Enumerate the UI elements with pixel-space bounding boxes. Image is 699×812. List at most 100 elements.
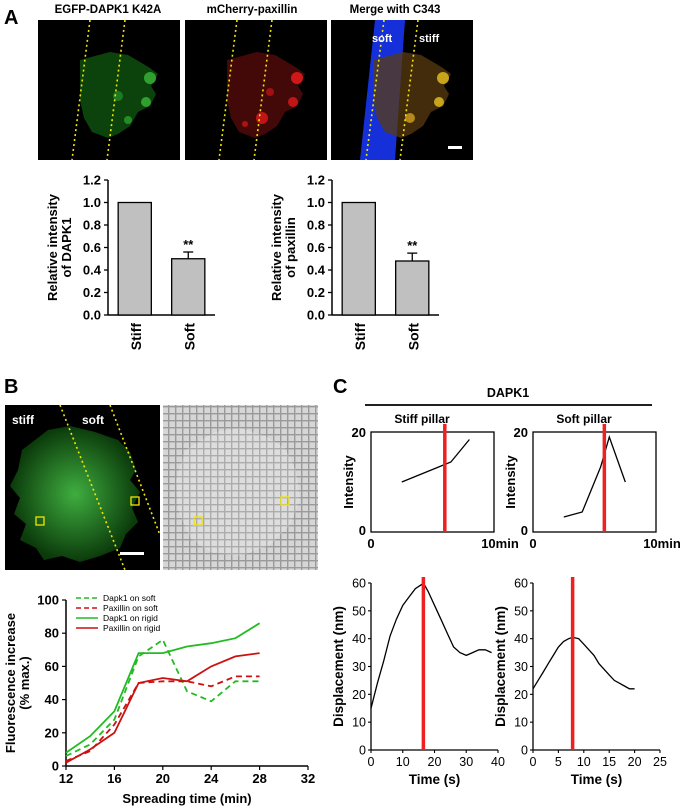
x-tick-label: Soft xyxy=(181,323,197,351)
y-tick-label: 0.6 xyxy=(307,240,325,255)
y-tick-label: 0.0 xyxy=(83,308,101,323)
micrograph-egfp xyxy=(38,19,180,161)
x-tick-label: 28 xyxy=(252,771,266,786)
x-tick-label: 20 xyxy=(428,755,442,769)
image-title-egfp: EGFP-DAPK1 K42A xyxy=(55,4,162,16)
x-tick-label: Stiff xyxy=(128,323,144,351)
y-tick-label: 1.0 xyxy=(83,195,101,210)
significance-label: ** xyxy=(407,238,418,253)
series-line-dapk1-on-soft xyxy=(65,638,260,757)
y-tick-label: 20 xyxy=(514,425,528,440)
x-axis-label: Time (s) xyxy=(409,772,461,787)
title-stiff-pillar: Stiff pillar xyxy=(394,412,450,426)
y-tick-label: 0 xyxy=(521,523,528,538)
y-tick-label: 0.4 xyxy=(307,263,326,278)
series-line xyxy=(563,434,626,518)
image-title-merge: Merge with C343 xyxy=(350,4,441,16)
micrograph-b-pillars xyxy=(163,405,318,570)
y-tick-label: 0.4 xyxy=(83,263,102,278)
y-axis-label: Fluorescence increase(% max.) xyxy=(3,613,32,753)
merge-label-soft: soft xyxy=(372,33,393,45)
bar-stiff xyxy=(341,201,376,316)
y-tick-label: 0.6 xyxy=(83,240,101,255)
y-tick-label: 0 xyxy=(52,759,59,774)
legend-label: Dapk1 on soft xyxy=(103,593,156,603)
x-tick-label: 30 xyxy=(459,755,473,769)
bar-chart-a1: 0.0 0.2 0.4 0.6 0.8 1.0 1.2 Stiff ** Soft xyxy=(83,173,215,351)
x-tick-label: 5 xyxy=(555,755,562,769)
micrograph-merge: soft stiff xyxy=(331,19,473,161)
significance-label: ** xyxy=(183,237,194,252)
y-tick-label: 0.2 xyxy=(83,285,101,300)
label-soft: soft xyxy=(82,413,104,427)
x-tick-label: 20 xyxy=(156,771,170,786)
x-tick-label: 25 xyxy=(653,755,667,769)
y-tick-label: 0 xyxy=(359,523,366,538)
x-tick-label: 0 xyxy=(529,536,536,551)
displacement-chart-c2: 0 10 20 30 40 50 60 0 10 20 30 40 Time (s) xyxy=(352,577,505,788)
panel-c-header: DAPK1 xyxy=(487,386,529,400)
title-soft-pillar: Soft pillar xyxy=(556,412,612,426)
y-tick-label: 0.2 xyxy=(307,285,325,300)
y-tick-label: 30 xyxy=(514,660,528,674)
series-line xyxy=(401,439,470,483)
x-tick-label: 15 xyxy=(602,755,616,769)
y-axis-label: Displacement (nm) xyxy=(331,606,346,727)
micrograph-mcherry xyxy=(185,19,327,161)
intensity-chart-c3: 20 00 10min xyxy=(514,425,681,551)
x-tick-label: 32 xyxy=(301,771,315,786)
displacement-chart-c4: 0 10 20 30 40 50 60 0 5 10 15 20 25 Time (s) xyxy=(514,577,667,788)
y-tick-label: 1.2 xyxy=(307,173,325,188)
image-title-mcherry: mCherry-paxillin xyxy=(207,4,298,16)
x-axis-label: Time (s) xyxy=(571,772,623,787)
series-line xyxy=(370,583,492,709)
x-tick-label: 0 xyxy=(368,755,375,769)
y-tick-label: 50 xyxy=(352,604,366,618)
x-tick-label: 10 xyxy=(396,755,410,769)
y-tick-label: 40 xyxy=(514,632,528,646)
merge-label-stiff: stiff xyxy=(419,33,440,45)
y-tick-label: 40 xyxy=(352,632,366,646)
y-tick-label: 80 xyxy=(45,626,59,641)
legend-label: Paxillin on rigid xyxy=(103,623,160,633)
scale-bar-b xyxy=(120,552,144,555)
x-tick-label: 20 xyxy=(628,755,642,769)
plot-frame xyxy=(370,431,495,533)
x-tick-label: 12 xyxy=(59,771,73,786)
y-tick-label: 50 xyxy=(514,604,528,618)
y-tick-label: 10 xyxy=(352,716,366,730)
y-tick-label: 40 xyxy=(45,692,59,707)
x-axis-label: Spreading time (min) xyxy=(122,791,251,806)
series-line-dapk1-on-rigid xyxy=(65,622,261,754)
x-tick-label: 40 xyxy=(491,755,505,769)
y-axis-label: Intensity xyxy=(341,455,356,509)
y-tick-label: 30 xyxy=(352,660,366,674)
x-tick-label: Soft xyxy=(405,323,421,351)
x-tick-label: Stiff xyxy=(352,323,368,351)
panel-letter-b: B xyxy=(4,376,18,398)
legend-label: Dapk1 on rigid xyxy=(103,613,158,623)
y-tick-label: 0 xyxy=(359,744,366,758)
y-axis-label: Intensity xyxy=(503,455,518,509)
legend-label: Paxillin on soft xyxy=(103,603,158,613)
y-tick-label: 0.8 xyxy=(307,218,325,233)
y-axis-label: Relative intensityof DAPK1 xyxy=(45,193,74,301)
y-tick-label: 20 xyxy=(45,725,59,740)
panel-letter-c: C xyxy=(333,376,347,398)
y-tick-label: 20 xyxy=(352,688,366,702)
plot-frame xyxy=(532,431,657,533)
series-line xyxy=(532,636,635,690)
bar-soft xyxy=(395,260,430,316)
y-tick-label: 0.8 xyxy=(83,218,101,233)
x-tick-label: 24 xyxy=(204,771,219,786)
x-tick-label: 0 xyxy=(530,755,537,769)
x-tick-label: 16 xyxy=(107,771,121,786)
panel-letter-a: A xyxy=(4,7,18,29)
y-tick-label: 60 xyxy=(352,577,366,591)
x-tick-label: 0 xyxy=(367,536,374,551)
x-tick-label: 10min xyxy=(481,536,519,551)
x-tick-label: 10 xyxy=(577,755,591,769)
intensity-chart-c1: 20 00 10min xyxy=(352,425,519,551)
